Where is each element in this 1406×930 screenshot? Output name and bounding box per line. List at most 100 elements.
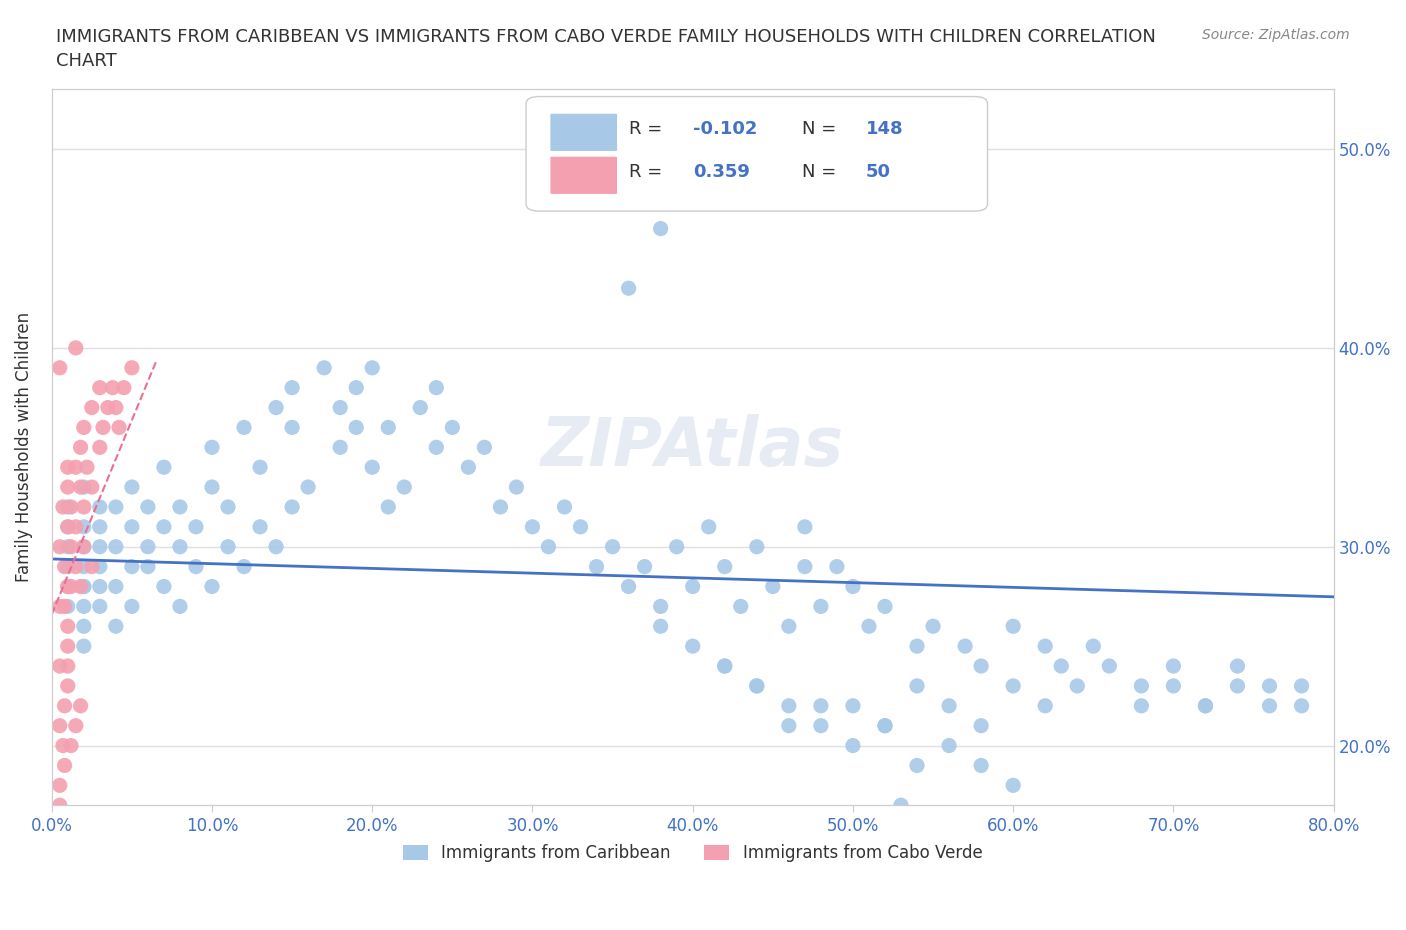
Point (73, 579, 96, 594)
FancyBboxPatch shape (550, 113, 617, 151)
Point (49, 777, 72, 792)
Text: 0.359: 0.359 (693, 163, 749, 180)
Point (730, 599, 752, 614)
Point (69, 480, 91, 495)
Point (585, 559, 607, 574)
Point (873, 599, 896, 614)
Point (297, 480, 319, 495)
Point (1258, 698, 1281, 713)
Point (121, 520, 143, 535)
Point (682, 181, 704, 196)
Point (633, 559, 655, 574)
Point (938, 698, 960, 713)
Text: Source: ZipAtlas.com: Source: ZipAtlas.com (1202, 28, 1350, 42)
Point (778, 618, 800, 633)
Point (1194, 698, 1216, 713)
Text: 148: 148 (866, 120, 904, 138)
Point (52, 499, 75, 514)
Point (377, 499, 399, 514)
Point (264, 400, 287, 415)
Point (59, 539, 82, 554)
Point (441, 420, 464, 435)
Point (217, 499, 239, 514)
Point (73, 599, 96, 614)
Text: N =: N = (801, 120, 842, 138)
Point (890, 798, 912, 813)
Point (793, 559, 815, 574)
Point (569, 520, 592, 535)
Point (56, 520, 79, 535)
Point (762, 579, 785, 594)
Point (970, 718, 993, 733)
Point (89, 599, 111, 614)
Point (136, 539, 159, 554)
Point (49, 360, 72, 375)
Point (745, 679, 768, 694)
Point (153, 579, 176, 594)
Point (104, 618, 127, 633)
Point (953, 639, 976, 654)
Point (281, 420, 304, 435)
Point (56, 618, 79, 633)
Point (169, 539, 191, 554)
Point (905, 639, 928, 654)
Text: N =: N = (801, 163, 842, 180)
Point (65, 718, 87, 733)
Point (89, 380, 111, 395)
Point (53, 698, 76, 713)
Point (73, 579, 96, 594)
Point (1291, 698, 1313, 713)
Point (344, 380, 367, 395)
FancyBboxPatch shape (526, 97, 987, 211)
Point (65, 459, 87, 474)
Point (233, 559, 256, 574)
Point (264, 539, 287, 554)
Point (56, 539, 79, 554)
Point (1033, 698, 1056, 713)
Point (1258, 679, 1281, 694)
Point (249, 520, 271, 535)
Point (1194, 698, 1216, 713)
Point (778, 698, 800, 713)
Point (650, 599, 672, 614)
Point (56, 639, 79, 654)
Point (121, 480, 143, 495)
Point (314, 360, 336, 375)
Point (89, 520, 111, 535)
Text: -0.102: -0.102 (693, 120, 756, 138)
Point (73, 499, 96, 514)
Point (344, 420, 367, 435)
Point (73, 639, 96, 654)
Point (76, 459, 98, 474)
Point (489, 499, 512, 514)
Point (89, 539, 111, 554)
Point (842, 698, 865, 713)
Point (650, 618, 672, 633)
Point (905, 679, 928, 694)
Point (474, 440, 496, 455)
Point (858, 618, 880, 633)
Point (602, 539, 624, 554)
Point (810, 718, 832, 733)
Point (522, 520, 544, 535)
Point (650, 221, 672, 236)
Point (104, 579, 127, 594)
Point (201, 480, 224, 495)
Point (713, 559, 735, 574)
Point (377, 420, 399, 435)
Point (1291, 679, 1313, 694)
Point (394, 480, 416, 495)
Point (73, 420, 96, 435)
Point (121, 599, 143, 614)
Point (1066, 679, 1088, 694)
Point (56, 679, 79, 694)
Point (73, 539, 96, 554)
Point (169, 599, 191, 614)
Point (153, 459, 176, 474)
Point (89, 499, 111, 514)
FancyBboxPatch shape (550, 156, 617, 194)
Point (281, 499, 304, 514)
Point (682, 639, 704, 654)
Point (922, 618, 945, 633)
Point (810, 698, 832, 713)
